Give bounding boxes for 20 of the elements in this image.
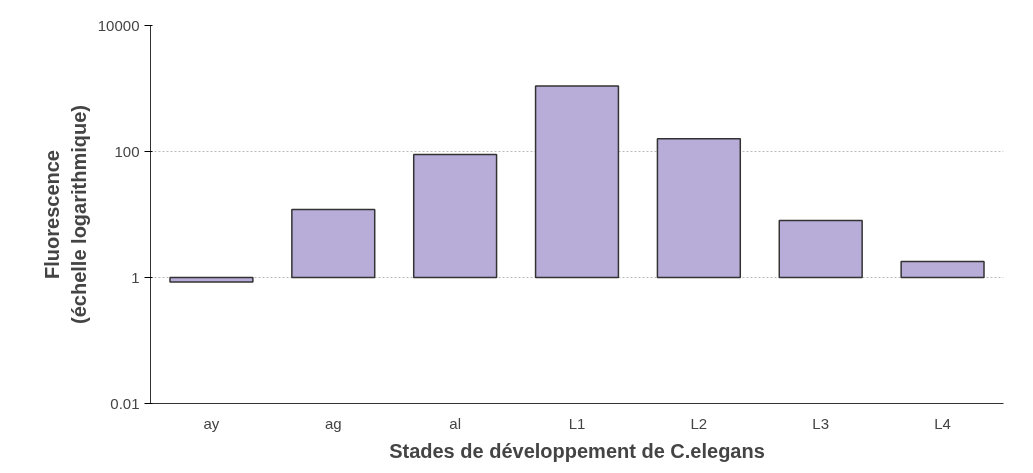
x-axis-title: Stades de développement de C.elegans <box>389 439 765 462</box>
x-tick-label: L2 <box>690 414 708 432</box>
bar <box>778 219 863 279</box>
x-tick-label: al <box>449 414 461 432</box>
y-tick-label: 1 <box>131 268 140 286</box>
x-tick-label: L1 <box>568 414 586 432</box>
y-tick-label: 0.01 <box>110 394 140 412</box>
bar <box>412 153 498 279</box>
bar <box>291 208 376 279</box>
y-tick-label: 10000 <box>97 16 140 34</box>
bar <box>900 260 985 279</box>
bar <box>534 85 620 279</box>
bar <box>169 276 254 283</box>
bar <box>656 137 742 279</box>
x-tick-label: ag <box>324 414 342 432</box>
x-tick-label: L3 <box>812 414 830 432</box>
y-tick-label: 100 <box>114 142 140 160</box>
y-axis-title: Fluorescence (échelle logarithmique) <box>41 105 90 324</box>
x-tick-label: ay <box>203 414 220 432</box>
x-tick-label: L4 <box>934 414 951 432</box>
